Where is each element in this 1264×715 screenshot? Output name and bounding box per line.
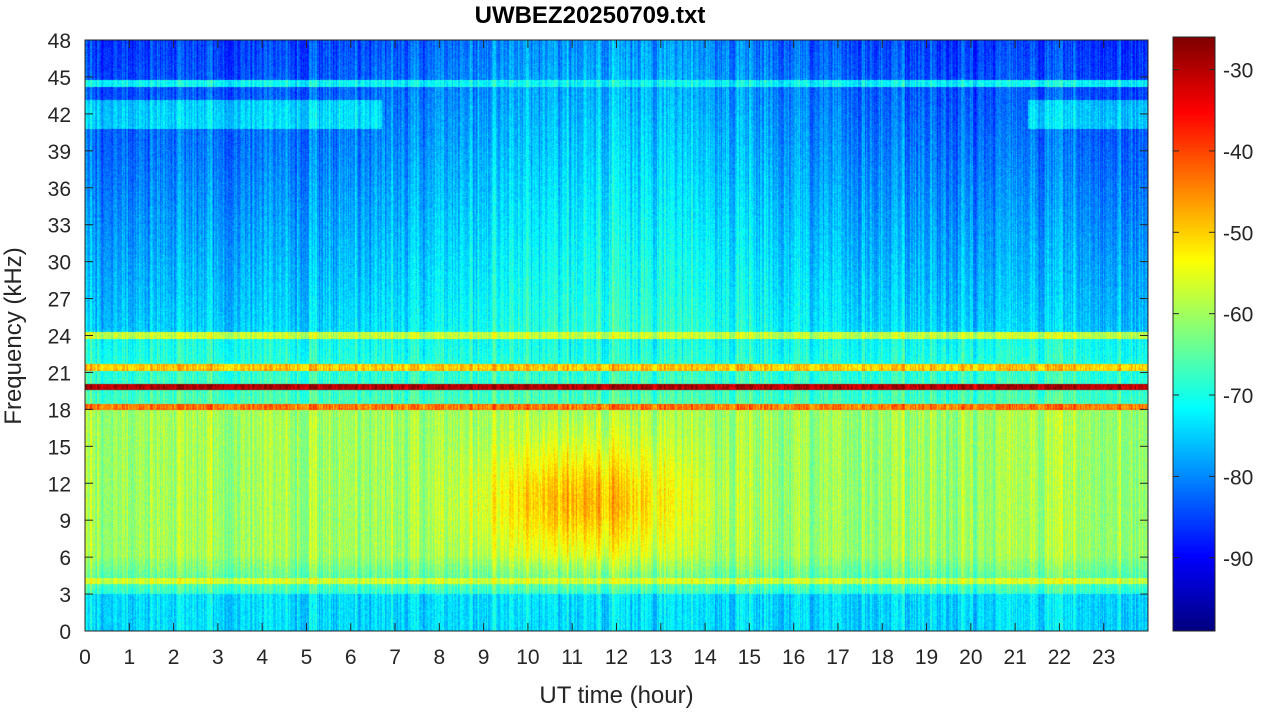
y-tick-label: 30: [48, 252, 71, 275]
y-tick-label: 39: [48, 141, 71, 164]
y-tick-label: 3: [59, 584, 71, 607]
y-tick-label: 6: [59, 547, 71, 570]
colorbar-frame: [1172, 36, 1216, 632]
x-tick-label: 22: [1048, 646, 1071, 669]
y-tick-label: 9: [59, 510, 71, 533]
x-axis-label: UT time (hour): [539, 682, 694, 709]
x-tick-label: 4: [256, 646, 268, 669]
y-axis-label: Frequency (kHz): [0, 247, 27, 425]
chart-title: UWBEZ20250709.txt: [474, 2, 706, 29]
x-tick-label: 3: [212, 646, 224, 669]
y-tick-label: 45: [48, 67, 71, 90]
x-tick-label: 13: [649, 646, 672, 669]
y-tick-label: 48: [48, 30, 71, 53]
x-tick-label: 18: [871, 646, 894, 669]
x-tick-label: 9: [478, 646, 490, 669]
plot-frame: [84, 39, 1149, 632]
x-tick-label: 8: [433, 646, 445, 669]
x-tick-label: 0: [79, 646, 91, 669]
colorbar-tick-label: -80: [1223, 466, 1253, 489]
x-tick-label: 12: [605, 646, 628, 669]
y-tick-label: 15: [48, 436, 71, 459]
x-tick-label: 21: [1003, 646, 1026, 669]
y-tick-label: 27: [48, 289, 71, 312]
x-tick-label: 17: [826, 646, 849, 669]
colorbar-tick-label: -70: [1223, 385, 1253, 408]
y-tick-label: 12: [48, 473, 71, 496]
x-tick-label: 16: [782, 646, 805, 669]
colorbar-tick-label: -40: [1223, 141, 1253, 164]
x-tick-label: 6: [345, 646, 357, 669]
x-tick-label: 19: [915, 646, 938, 669]
x-tick-label: 7: [389, 646, 401, 669]
x-tick-label: 10: [516, 646, 539, 669]
x-tick-label: 15: [738, 646, 761, 669]
x-tick-label: 20: [959, 646, 982, 669]
x-tick-label: 11: [561, 646, 583, 669]
y-tick-label: 21: [48, 362, 71, 385]
y-tick-label: 0: [59, 621, 71, 644]
colorbar-tick-label: -60: [1223, 304, 1253, 327]
spectrogram-heatmap: [85, 40, 1148, 631]
x-tick-label: 1: [123, 646, 135, 669]
x-tick-label: 23: [1092, 646, 1115, 669]
y-tick-label: 36: [48, 178, 71, 201]
y-tick-label: 18: [48, 399, 71, 422]
y-tick-label: 42: [48, 104, 71, 127]
y-tick-label: 24: [48, 326, 72, 349]
x-tick-label: 14: [693, 646, 717, 669]
colorbar: [1173, 37, 1215, 631]
x-tick-label: 2: [168, 646, 180, 669]
colorbar-tick-label: -50: [1223, 222, 1253, 245]
x-tick-label: 5: [301, 646, 313, 669]
colorbar-tick-label: -30: [1223, 60, 1253, 83]
colorbar-tick-label: -90: [1223, 548, 1253, 571]
y-tick-label: 33: [48, 215, 71, 238]
